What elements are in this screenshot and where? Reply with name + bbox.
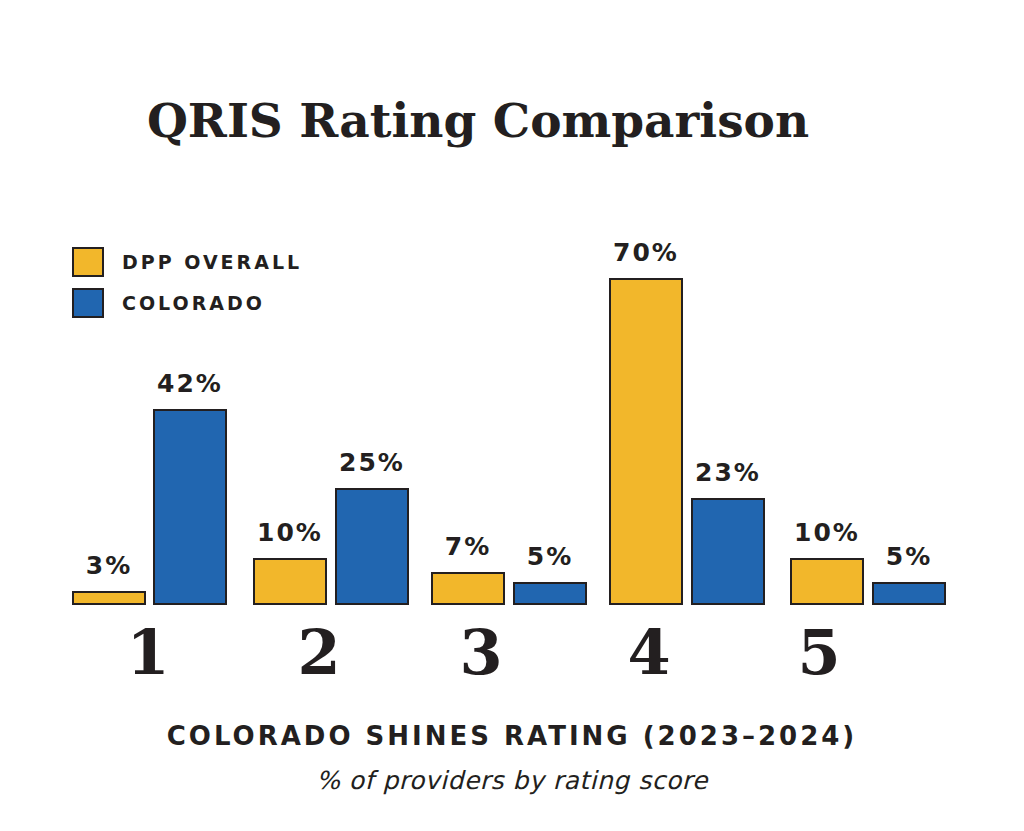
x-axis-title: COLORADO SHINES RATING (2023–2024) (167, 721, 857, 751)
bar-dpp-overall-rating-1 (72, 591, 146, 605)
bar-colorado-rating-1 (153, 409, 227, 605)
bar-dpp-overall-rating-3 (431, 572, 505, 605)
bar-colorado-rating-3 (513, 582, 587, 605)
bar-dpp-overall-rating-5 (790, 558, 864, 605)
bar-value-label-colorado-rating-4: 23% (695, 458, 761, 488)
bar-value-label-dpp-overall-rating-2: 10% (257, 518, 323, 548)
x-tick-1: 1 (126, 622, 169, 684)
x-tick-2: 2 (297, 622, 340, 684)
bar-value-label-dpp-overall-rating-1: 3% (86, 551, 132, 581)
bar-value-label-colorado-rating-1: 42% (157, 369, 223, 399)
bar-colorado-rating-4 (691, 498, 765, 605)
x-tick-3: 3 (459, 622, 502, 684)
bar-value-label-dpp-overall-rating-3: 7% (445, 532, 491, 562)
chart-subtitle: % of providers by rating score (316, 766, 708, 796)
plot-area: 3% 10% 7% 70% 10% 42% 25% 5% 23% 5% 1 2 3 4 5 (0, 0, 1024, 831)
x-tick-5: 5 (797, 622, 840, 684)
chart-canvas: QRIS Rating Comparison DPP OVERALL COLOR… (0, 0, 1024, 831)
bar-value-label-dpp-overall-rating-5: 10% (794, 518, 860, 548)
bar-value-label-colorado-rating-2: 25% (339, 448, 405, 478)
bar-colorado-rating-2 (335, 488, 409, 605)
bar-value-label-colorado-rating-3: 5% (527, 542, 573, 572)
bar-dpp-overall-rating-4 (609, 278, 683, 605)
bar-colorado-rating-5 (872, 582, 946, 605)
x-tick-4: 4 (627, 622, 670, 684)
bar-dpp-overall-rating-2 (253, 558, 327, 605)
bar-value-label-colorado-rating-5: 5% (886, 542, 932, 572)
bar-value-label-dpp-overall-rating-4: 70% (613, 238, 679, 268)
